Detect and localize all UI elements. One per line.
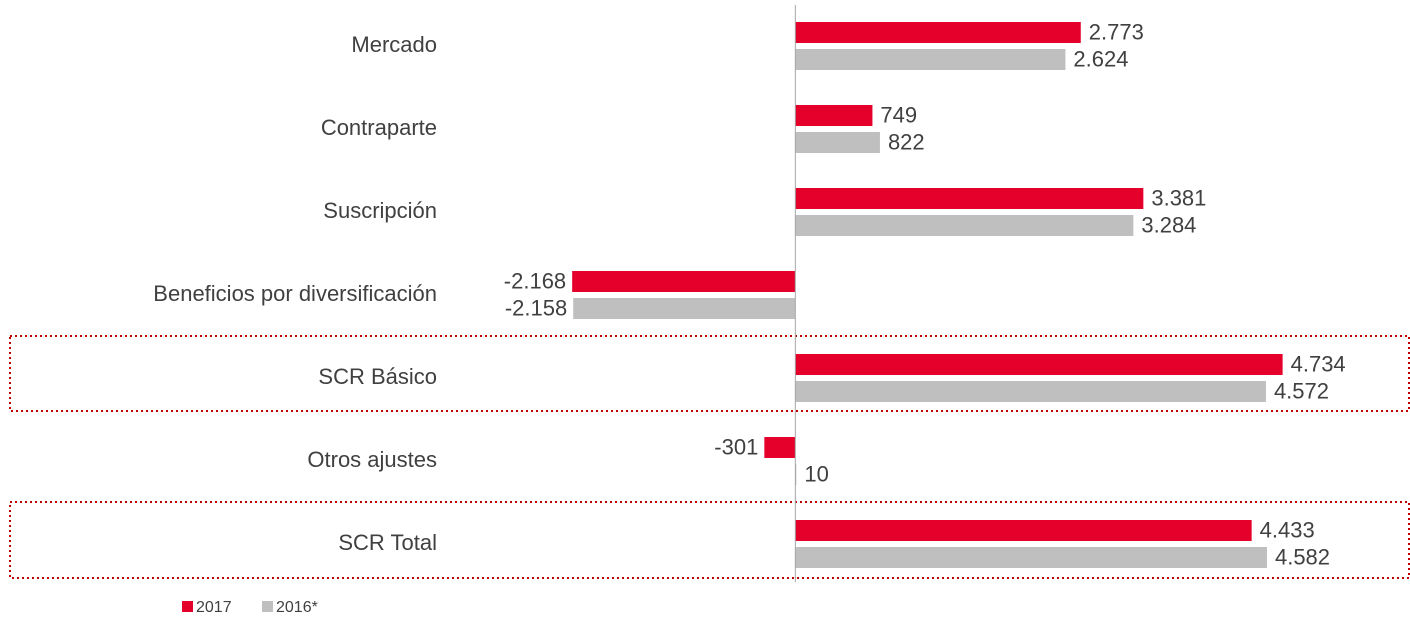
category-label: SCR Básico — [318, 364, 437, 389]
value-label: -2.158 — [505, 295, 567, 320]
bar — [795, 105, 873, 126]
legend-label: 2017 — [196, 599, 232, 616]
bar — [795, 188, 1144, 209]
value-label: -301 — [714, 434, 758, 459]
category-label: SCR Total — [338, 530, 437, 555]
legend-swatch — [182, 601, 193, 612]
value-label: 4.572 — [1274, 378, 1329, 403]
bar — [795, 132, 880, 153]
category-label: Contraparte — [321, 115, 437, 140]
highlight-box — [9, 335, 1410, 412]
bar — [795, 520, 1252, 541]
value-label: 3.284 — [1141, 212, 1196, 237]
value-label: 749 — [880, 102, 917, 127]
legend-label: 2016* — [276, 599, 318, 616]
category-label: Beneficios por diversificación — [153, 281, 437, 306]
bar — [795, 547, 1267, 568]
category-label: Mercado — [351, 32, 437, 57]
bar — [573, 298, 796, 319]
value-label: 4.433 — [1260, 517, 1315, 542]
category-label: Otros ajustes — [307, 447, 437, 472]
category-label: Suscripción — [323, 198, 437, 223]
bar — [795, 49, 1066, 70]
bar — [572, 271, 796, 292]
value-label: 4.582 — [1275, 544, 1330, 569]
value-label: 822 — [888, 129, 925, 154]
value-label: 2.624 — [1073, 46, 1128, 71]
value-label: 4.734 — [1291, 351, 1346, 376]
bar — [795, 22, 1081, 43]
highlight-box — [9, 501, 1410, 579]
bar — [764, 437, 796, 458]
bar — [795, 381, 1266, 402]
value-label: 10 — [804, 461, 828, 486]
value-label: -2.168 — [504, 268, 566, 293]
legend-swatch — [262, 601, 273, 612]
value-label: 3.381 — [1151, 185, 1206, 210]
bar — [795, 215, 1134, 236]
bar — [795, 464, 797, 485]
bar — [795, 354, 1283, 375]
value-label: 2.773 — [1089, 19, 1144, 44]
